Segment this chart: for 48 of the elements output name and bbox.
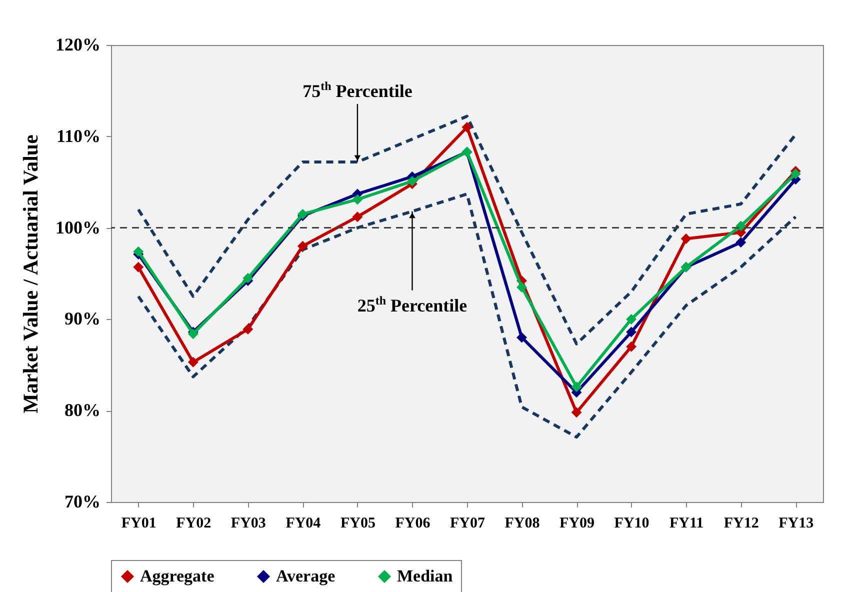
x-tick-label: FY05 xyxy=(340,516,376,532)
point xyxy=(297,240,308,252)
x-tick-label: FY04 xyxy=(286,516,322,532)
point xyxy=(571,407,582,418)
y-tick-label: 70% xyxy=(64,492,100,512)
point xyxy=(626,314,637,324)
y-tick-label: 110% xyxy=(56,126,100,146)
x-tick-label: FY07 xyxy=(450,516,486,532)
point xyxy=(736,220,746,232)
point xyxy=(133,246,144,257)
x-tick-label: FY02 xyxy=(176,516,212,532)
x-tick-label: FY10 xyxy=(614,516,650,532)
x-tick-label: FY09 xyxy=(560,516,595,532)
point xyxy=(242,272,254,284)
point xyxy=(352,212,363,222)
point xyxy=(626,341,637,352)
point xyxy=(133,262,144,272)
legend-label: Aggregate xyxy=(140,566,215,586)
point xyxy=(406,176,418,186)
x-tick-label: FY12 xyxy=(724,516,759,532)
line-series xyxy=(136,114,798,346)
annotation: 25$^{th}$ Percentile xyxy=(357,293,468,316)
point xyxy=(571,382,582,392)
line-series xyxy=(136,192,798,439)
point xyxy=(516,282,528,292)
y-tick-label: 100% xyxy=(56,217,100,238)
y-tick-label: 90% xyxy=(64,308,100,329)
x-tick-label: FY08 xyxy=(504,516,540,532)
x-tick-label: FY06 xyxy=(395,516,431,532)
point xyxy=(736,237,746,248)
point xyxy=(680,234,692,244)
x-tick-label: FY01 xyxy=(121,516,156,532)
y-tick-label: 120% xyxy=(56,34,100,54)
point xyxy=(790,168,801,180)
legend-label: Average xyxy=(276,566,336,586)
x-tick-label: FY11 xyxy=(669,516,704,532)
y-axis-title: Market Value / Actuarial Value xyxy=(18,134,42,414)
point xyxy=(516,332,528,343)
x-tick-label: FY03 xyxy=(230,516,266,532)
y-tick-label: 80% xyxy=(64,400,100,420)
point xyxy=(462,122,472,133)
point xyxy=(626,326,637,338)
point xyxy=(188,356,198,368)
point xyxy=(352,194,363,205)
legend-label: Median xyxy=(397,566,454,586)
point xyxy=(242,324,254,334)
annotation: 75$^{th}$ Percentile xyxy=(302,78,412,101)
x-tick-label: FY13 xyxy=(778,516,814,532)
